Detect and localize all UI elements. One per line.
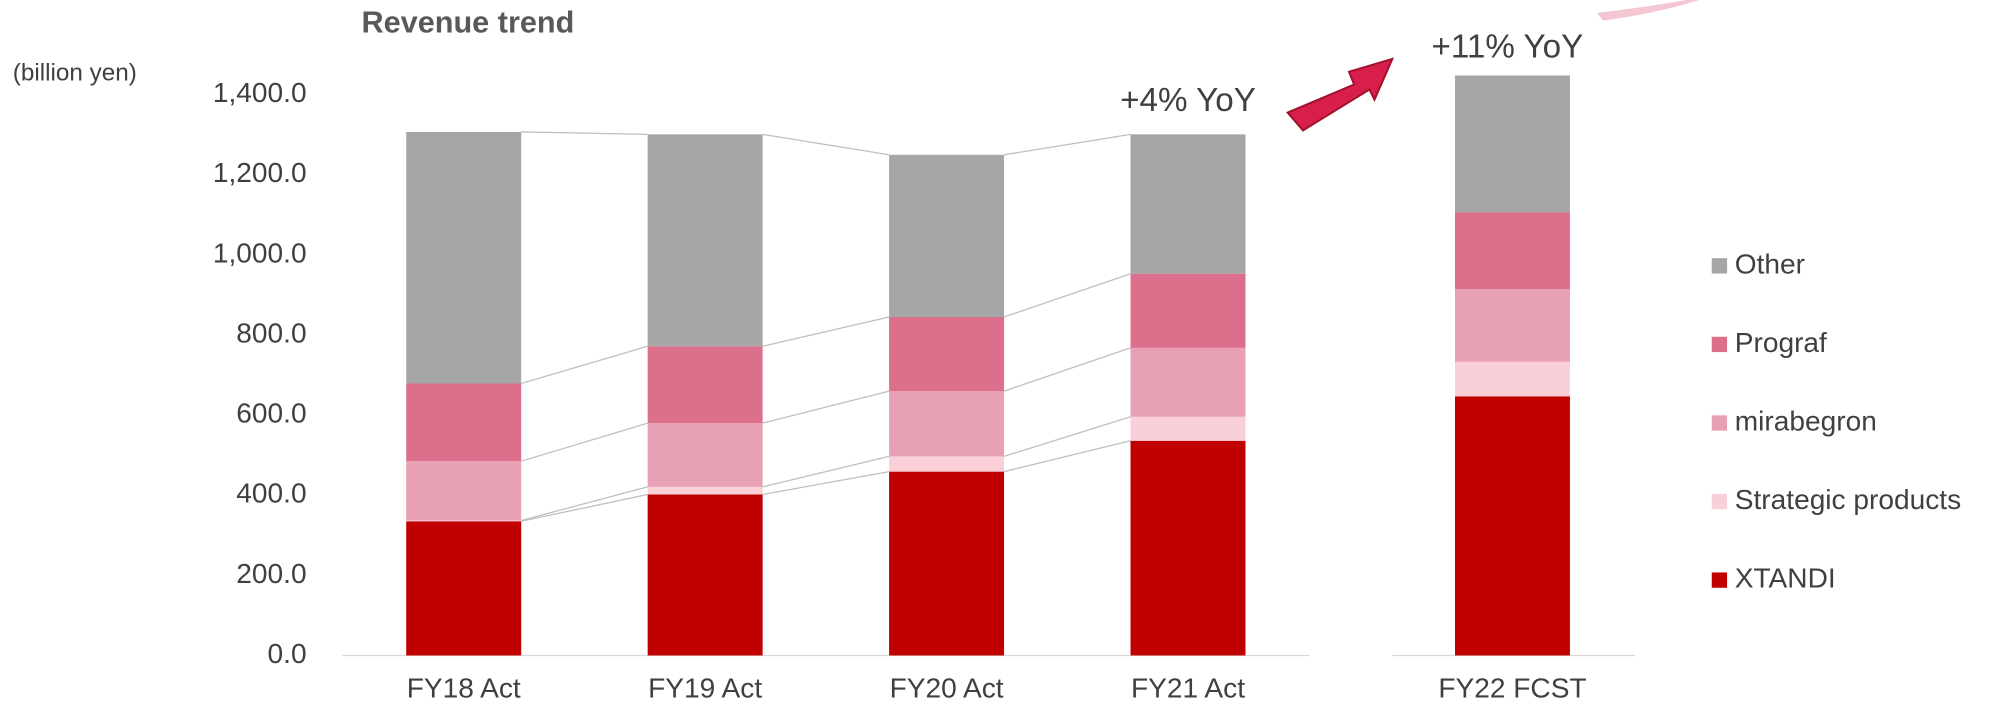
- legend-swatch: [1711, 572, 1728, 588]
- bar-segment: [1130, 440, 1246, 656]
- connector: [521, 493, 648, 522]
- arrow: [1286, 57, 1395, 132]
- bar-segment: [889, 456, 1005, 472]
- legend-swatch: [1711, 336, 1728, 353]
- connector: [1003, 347, 1131, 392]
- bar-segment: [647, 346, 763, 424]
- connector: [1003, 133, 1131, 156]
- bar-segment: [889, 471, 1005, 656]
- bar-segment: [406, 520, 522, 522]
- y-tick-label: 200.0: [236, 558, 306, 589]
- bar-segment: [1130, 134, 1246, 274]
- bar-segment: [647, 423, 763, 487]
- y-tick-label: 0.0: [268, 638, 307, 669]
- legend-label: XTANDI: [1735, 563, 1836, 594]
- x-tick-label: FY20 Act: [890, 672, 1004, 703]
- legend-label: mirabegron: [1735, 405, 1877, 436]
- legend-swatch: [1711, 493, 1728, 510]
- legend-swatch: [1711, 415, 1728, 431]
- x-tick-label: FY21 Act: [1131, 672, 1245, 703]
- legend-label: Prograf: [1735, 327, 1827, 358]
- annotation: +11% YoY: [1432, 28, 1584, 65]
- connector: [521, 486, 648, 522]
- bar-segment: [406, 383, 522, 462]
- connector: [762, 133, 890, 156]
- x-tick-label: FY19 Act: [648, 672, 762, 703]
- bar-segment: [889, 391, 1005, 457]
- decoration: [1596, 0, 1700, 21]
- bar-segment: [647, 494, 763, 656]
- bar-segment: [406, 521, 522, 656]
- y-tick-label: 800.0: [236, 317, 306, 348]
- bar-segment: [406, 461, 522, 521]
- chart-title: Revenue trend: [362, 6, 575, 40]
- bar-segment: [1454, 75, 1570, 213]
- y-tick-label: 1,400.0: [213, 77, 307, 108]
- connector: [762, 316, 890, 347]
- connector: [762, 455, 890, 488]
- y-tick-label: 400.0: [236, 478, 306, 509]
- bar-segment: [406, 131, 522, 384]
- bar-segment: [1130, 347, 1246, 417]
- y-tick-label: 600.0: [236, 398, 306, 429]
- bar-segment: [647, 486, 763, 495]
- x-tick-label: FY22 FCST: [1438, 672, 1586, 703]
- legend-label: Strategic products: [1735, 484, 1961, 515]
- connector: [521, 422, 648, 462]
- y-tick-label: 1,000.0: [213, 237, 307, 268]
- bar-segment: [1454, 212, 1570, 289]
- legend-swatch: [1711, 258, 1728, 274]
- connector: [1003, 273, 1131, 318]
- bar-segment: [1454, 361, 1570, 397]
- annotation: +4% YoY: [1120, 82, 1256, 119]
- connector: [521, 345, 648, 385]
- connector: [1003, 416, 1131, 458]
- connector: [762, 390, 890, 424]
- bar-segment: [1130, 273, 1246, 348]
- bar-segment: [647, 134, 763, 347]
- y-axis-label: (billion yen): [13, 60, 137, 87]
- bar-segment: [1130, 416, 1246, 441]
- x-tick-label: FY18 Act: [407, 672, 521, 703]
- bar-segment: [1454, 288, 1570, 362]
- bar-segment: [1454, 396, 1570, 656]
- bar-segment: [889, 154, 1005, 317]
- connector: [762, 470, 890, 496]
- legend-label: Other: [1735, 248, 1805, 279]
- y-tick-label: 1,200.0: [213, 157, 307, 188]
- connector: [1003, 440, 1131, 473]
- connector: [521, 131, 648, 135]
- bar-segment: [889, 316, 1005, 392]
